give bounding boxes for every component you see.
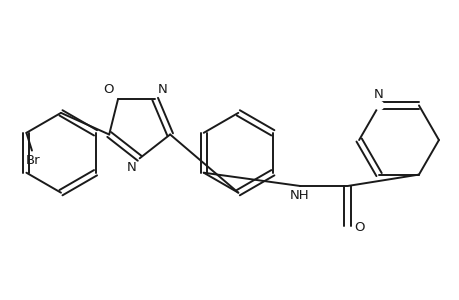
- Text: Br: Br: [26, 154, 40, 167]
- Text: O: O: [103, 83, 113, 96]
- Text: N: N: [373, 88, 383, 101]
- Text: N: N: [126, 160, 136, 173]
- Text: O: O: [353, 221, 364, 234]
- Text: N: N: [157, 83, 167, 96]
- Text: NH: NH: [289, 189, 308, 202]
